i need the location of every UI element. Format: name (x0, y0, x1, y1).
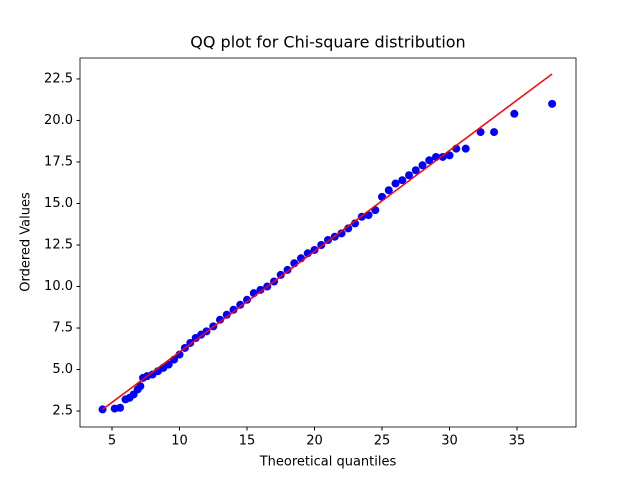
data-point (344, 224, 353, 233)
y-tick-label: 7.5 (52, 321, 73, 336)
data-point (164, 360, 173, 369)
y-axis-label: Ordered Values (19, 192, 34, 292)
x-tick-label: 35 (509, 434, 526, 449)
chart-title: QQ plot for Chi-square distribution (190, 33, 465, 52)
data-point (236, 300, 245, 309)
x-tick-label: 30 (441, 434, 458, 449)
data-point (384, 186, 393, 195)
x-tick-label: 5 (108, 434, 116, 449)
data-point (351, 219, 360, 228)
y-tick-label: 5.0 (52, 362, 73, 377)
data-point (116, 403, 125, 412)
data-point (391, 179, 400, 188)
data-point (510, 109, 519, 118)
x-tick-label: 20 (306, 434, 323, 449)
plot-frame (79, 57, 577, 428)
data-point (425, 156, 434, 165)
fit-line (102, 73, 553, 410)
data-point (418, 161, 427, 170)
x-tick-label: 15 (239, 434, 256, 449)
data-point (337, 229, 346, 238)
x-axis-label: Theoretical quantiles (259, 455, 397, 470)
data-point (256, 285, 265, 294)
data-point (405, 171, 414, 180)
y-tick-label: 15.0 (44, 196, 73, 211)
x-tick-label: 25 (374, 434, 391, 449)
y-tick-label: 17.5 (44, 154, 73, 169)
data-point (548, 99, 557, 108)
y-tick-label: 10.0 (44, 279, 73, 294)
y-tick-label: 20.0 (44, 113, 73, 128)
data-point (283, 265, 292, 274)
data-point (461, 144, 470, 153)
x-tick-label: 10 (171, 434, 188, 449)
y-tick-label: 22.5 (44, 71, 73, 86)
y-tick-label: 12.5 (44, 237, 73, 252)
data-point (398, 176, 407, 185)
data-point (222, 310, 231, 319)
data-point (476, 128, 485, 137)
data-point (411, 166, 420, 175)
data-point (490, 128, 499, 137)
data-point (242, 295, 251, 304)
data-point (445, 151, 454, 160)
data-point (136, 382, 145, 391)
data-point (276, 270, 285, 279)
data-point (215, 315, 224, 324)
y-tick-label: 2.5 (52, 404, 73, 419)
data-point (229, 305, 238, 314)
